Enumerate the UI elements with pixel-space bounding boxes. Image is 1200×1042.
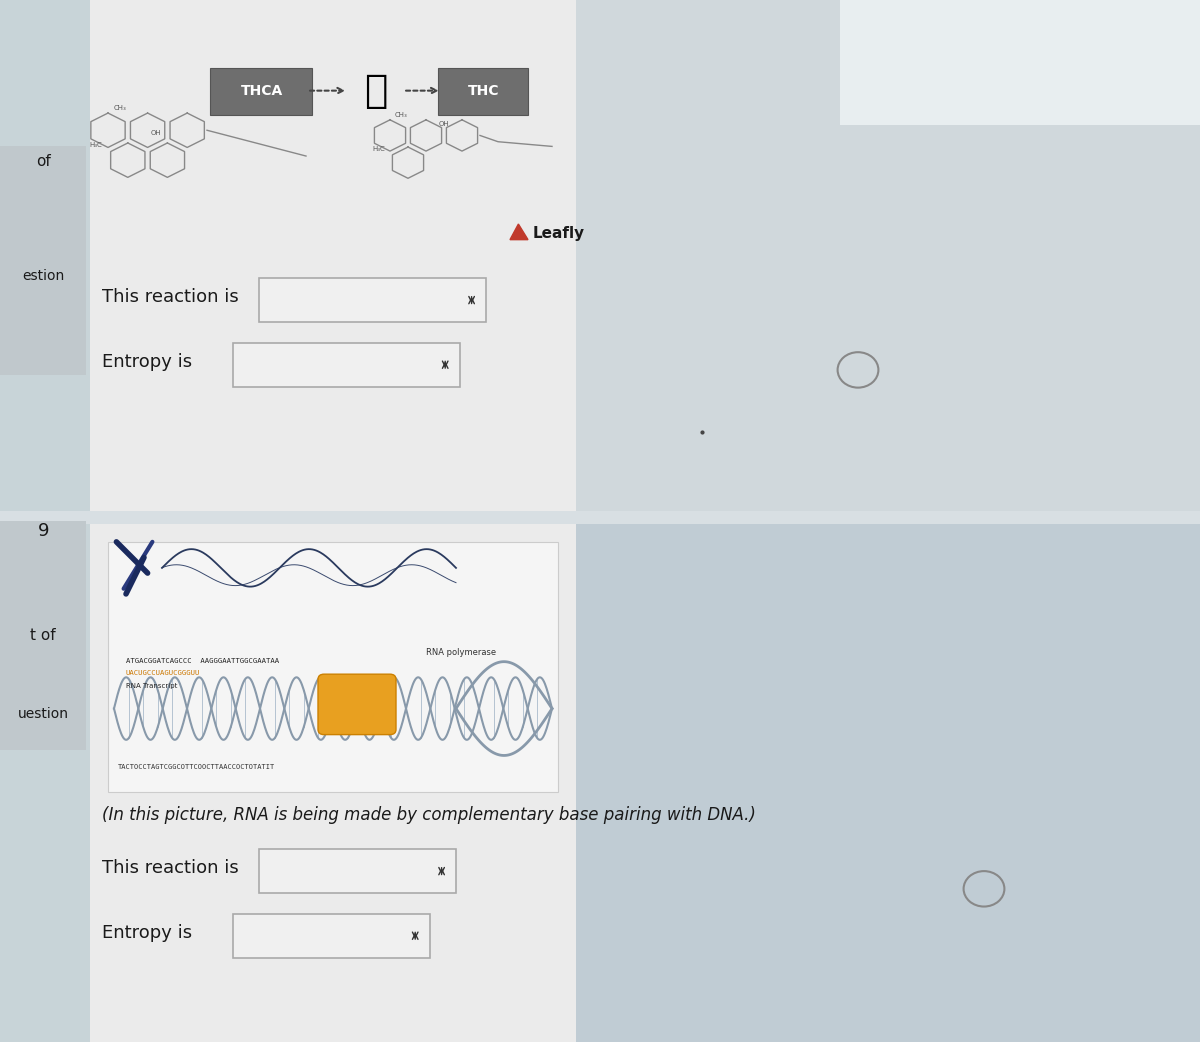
Text: RNA Transcript: RNA Transcript — [126, 683, 178, 689]
FancyBboxPatch shape — [233, 914, 430, 958]
Text: ATGACGGATCAGCCC  AAGGGAATTGGCGAATAA: ATGACGGATCAGCCC AAGGGAATTGGCGAATAA — [126, 658, 280, 664]
Text: THC: THC — [468, 83, 499, 98]
Text: CH₃: CH₃ — [114, 104, 126, 110]
FancyBboxPatch shape — [259, 849, 456, 893]
Text: CH₃: CH₃ — [395, 111, 407, 118]
FancyBboxPatch shape — [0, 146, 86, 375]
FancyBboxPatch shape — [0, 521, 86, 750]
FancyBboxPatch shape — [318, 674, 396, 735]
FancyBboxPatch shape — [438, 68, 528, 115]
Text: THCA: THCA — [240, 83, 283, 98]
FancyBboxPatch shape — [90, 0, 576, 516]
Text: H₃C: H₃C — [373, 146, 385, 152]
Text: This reaction is: This reaction is — [102, 859, 239, 877]
Text: Leafly: Leafly — [533, 226, 584, 241]
FancyBboxPatch shape — [0, 511, 1200, 524]
Text: RNA polymerase: RNA polymerase — [426, 648, 496, 656]
Text: Entropy is: Entropy is — [102, 923, 192, 942]
FancyBboxPatch shape — [840, 0, 1200, 125]
Text: OH: OH — [150, 130, 161, 137]
FancyBboxPatch shape — [233, 343, 460, 387]
Text: of: of — [36, 154, 50, 169]
Text: H₃C: H₃C — [90, 143, 102, 148]
Text: 9: 9 — [37, 522, 49, 541]
Polygon shape — [510, 224, 528, 240]
Text: (In this picture, RNA is being made by complementary base pairing with DNA.): (In this picture, RNA is being made by c… — [102, 805, 756, 824]
FancyBboxPatch shape — [259, 278, 486, 322]
FancyBboxPatch shape — [576, 516, 1200, 1042]
Text: uestion: uestion — [18, 706, 68, 721]
FancyBboxPatch shape — [576, 0, 1200, 516]
Text: Entropy is: Entropy is — [102, 352, 192, 371]
Text: t of: t of — [30, 628, 56, 643]
Text: estion: estion — [22, 269, 65, 283]
Text: TACTOCCTAGTCGGCOTTCOOCTTAACCOCTOTATIT: TACTOCCTAGTCGGCOTTCOOCTTAACCOCTOTATIT — [118, 764, 275, 770]
Text: This reaction is: This reaction is — [102, 288, 239, 306]
Text: OH: OH — [439, 121, 449, 127]
FancyBboxPatch shape — [108, 542, 558, 792]
FancyBboxPatch shape — [210, 68, 312, 115]
Text: UACUGCCUAGUCGGGUU: UACUGCCUAGUCGGGUU — [126, 670, 200, 676]
FancyBboxPatch shape — [90, 516, 576, 1042]
Text: 🔥: 🔥 — [364, 72, 388, 109]
